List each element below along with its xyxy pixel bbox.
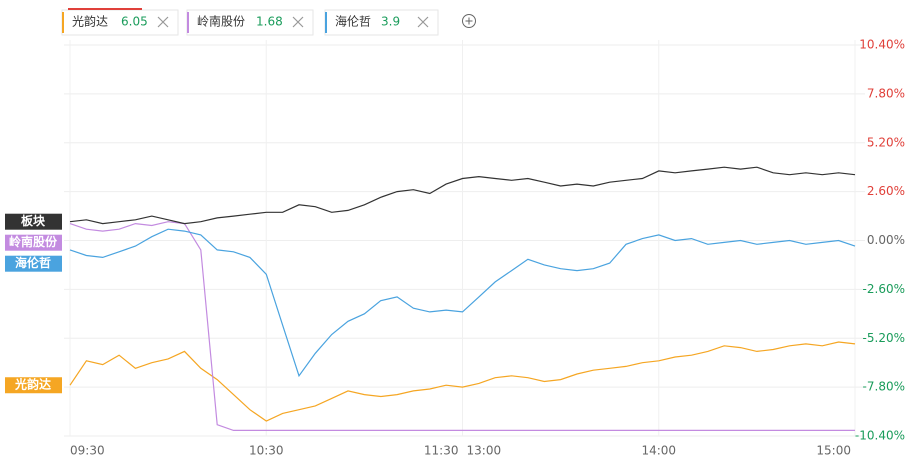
stock-tab[interactable]: 岭南股份 1.68 <box>186 9 314 36</box>
series-tag-label: 板块 <box>21 213 46 228</box>
tab-price: 3.9 <box>381 15 400 29</box>
y-tick-label: -5.20% <box>863 331 905 345</box>
tab-close[interactable] <box>292 16 304 28</box>
series-tag-bg <box>5 213 62 230</box>
close-icon <box>157 16 169 28</box>
series-line <box>69 221 855 431</box>
series-tag: 海伦哲 <box>5 255 62 272</box>
y-tick-label: -10.40% <box>855 429 905 443</box>
series-tag: 光韵达 <box>5 377 62 394</box>
series-tag: 板块 <box>5 213 62 230</box>
series-tag: 岭南股份 <box>5 234 62 251</box>
series-tag-bg <box>5 234 62 251</box>
tab-close[interactable] <box>417 16 429 28</box>
series-tag-label: 岭南股份 <box>9 234 58 249</box>
y-tick-label: 5.20% <box>867 135 905 149</box>
series-tag-label: 海伦哲 <box>15 255 51 270</box>
stock-tab[interactable]: 海伦哲 3.9 <box>324 9 439 36</box>
tab-price: 1.68 <box>256 15 283 29</box>
close-icon <box>292 16 304 28</box>
close-icon <box>417 16 429 28</box>
series-line <box>69 166 856 225</box>
x-tick-label: 09:30 <box>70 444 105 458</box>
series-tag-label: 光韵达 <box>14 377 51 392</box>
x-tick-label: 15:00 <box>816 444 851 458</box>
stock-tab[interactable]: 光韵达 6.05 <box>61 8 179 36</box>
series-line <box>69 228 856 378</box>
add-circle <box>462 14 476 28</box>
y-tick-label: -7.80% <box>863 380 905 394</box>
series-tag-bg <box>5 377 62 394</box>
tab-name: 海伦哲 <box>335 14 371 29</box>
y-tick-label: 2.60% <box>867 184 905 198</box>
y-tick-label: 7.80% <box>867 86 905 100</box>
add-button[interactable] <box>462 14 476 28</box>
tab-box <box>186 9 314 36</box>
y-tick-label: -2.60% <box>863 282 905 296</box>
tab-name: 岭南股份 <box>197 14 245 29</box>
y-tick-label: 0.00% <box>867 233 905 247</box>
x-tick-label: 11:30 <box>424 444 459 458</box>
tab-price: 6.05 <box>121 15 148 29</box>
y-tick-label: 10.40% <box>859 38 905 52</box>
series-tag-bg <box>5 255 62 272</box>
series-line <box>69 341 856 422</box>
tab-name: 光韵达 <box>72 14 108 29</box>
add-plus <box>465 17 473 25</box>
tab-close[interactable] <box>157 16 169 28</box>
x-tick-label: 13:00 <box>467 444 502 458</box>
x-tick-label: 14:00 <box>641 444 676 458</box>
x-tick-label: 10:30 <box>249 444 284 458</box>
